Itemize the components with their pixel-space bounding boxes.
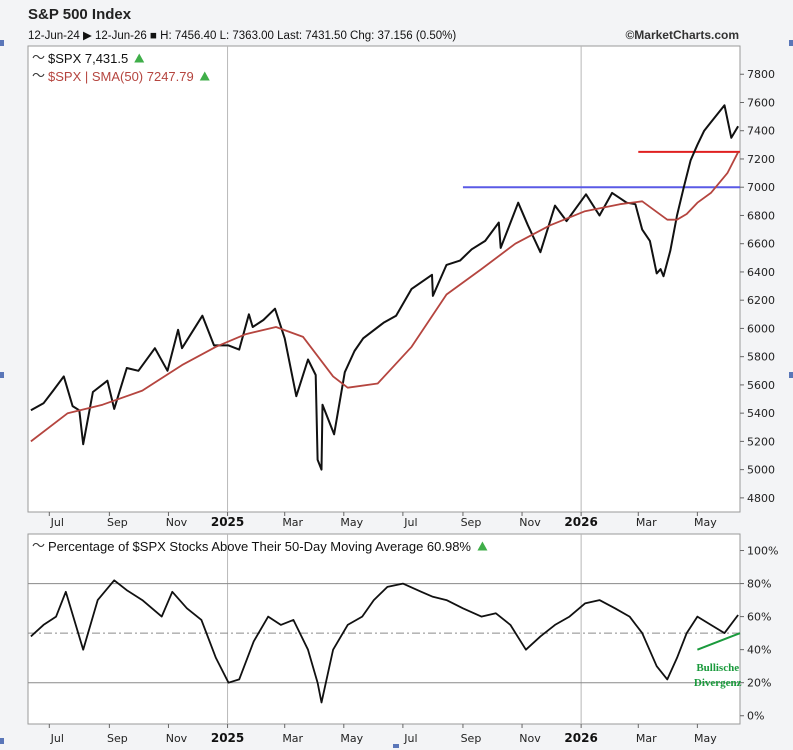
- y-tick-label: 5000: [747, 464, 775, 477]
- bullish-divergence-annotation: Bullische Divergenz: [694, 632, 742, 689]
- chart-title: S&P 500 Index: [28, 6, 132, 23]
- y-tick-label: 20%: [747, 677, 771, 690]
- legend-item-spx: $SPX 7,431.5: [48, 51, 128, 66]
- y-tick-label: 6200: [747, 294, 775, 307]
- x-tick-label: Sep: [461, 516, 482, 529]
- frame-handle: [789, 40, 793, 46]
- x-tick-label: May: [694, 732, 717, 745]
- price-panel-series: [30, 104, 739, 471]
- chart-mask: [236, 468, 254, 511]
- x-tick-label: Jul: [50, 516, 64, 529]
- x-tick-label: Sep: [107, 732, 128, 745]
- y-tick-label: 80%: [747, 578, 771, 591]
- x-tick-label: 2025: [211, 731, 244, 745]
- y-tick-label: 6600: [747, 238, 775, 251]
- price-panel: 4800 5000 5200 5400 5600 5800 6000 6200 6400 6600…: [27, 45, 775, 529]
- x-tick-label: Mar: [282, 732, 303, 745]
- legend-line-glyph: 〜: [32, 68, 45, 83]
- frame-handle: [0, 40, 4, 46]
- y-tick-label: 100%: [747, 545, 778, 558]
- breadth-panel: 0%20%40%60%80%100% Jul Sep Nov 2025 Mar May Ju…: [27, 533, 778, 745]
- y-tick-label: 40%: [747, 644, 771, 657]
- breadth-panel-y-axis: 0% 20% 40% 60% 80% 100%: [740, 545, 778, 723]
- divergence-trendline: [697, 632, 741, 651]
- y-tick-label: 6400: [747, 266, 775, 279]
- frame-handle: [0, 738, 4, 744]
- breadth-legend-line-glyph: 〜: [32, 538, 45, 553]
- x-tick-label: Jul: [403, 516, 417, 529]
- sma50-line: [30, 151, 739, 443]
- breadth-panel-gridlines: [28, 534, 740, 724]
- frame-handles: [0, 40, 793, 748]
- breadth-line: [30, 579, 739, 704]
- y-tick-label: 6000: [747, 322, 775, 335]
- y-tick-label: 5800: [747, 351, 775, 364]
- y-tick-label: 7000: [747, 181, 775, 194]
- x-tick-label: Nov: [519, 516, 541, 529]
- breadth-panel-series: [30, 579, 739, 704]
- y-tick-label: 7800: [747, 68, 775, 81]
- frame-handle: [789, 372, 793, 378]
- legend-line-glyph: 〜: [32, 50, 45, 65]
- price-panel-y-axis: 4800 5000 5200 5400 5600 5800 6000 6200 6400 6600…: [740, 68, 775, 505]
- breadth-panel-x-axis: Jul Sep Nov 2025 Mar May Jul Sep Nov 2026 Mar May: [48, 724, 717, 745]
- x-tick-label: May: [694, 516, 717, 529]
- x-tick-label: May: [340, 732, 363, 745]
- y-tick-label: 5400: [747, 407, 775, 420]
- x-tick-label: 2026: [564, 515, 597, 529]
- spx-price-line: [30, 104, 739, 471]
- y-tick-label: 7600: [747, 96, 775, 109]
- x-tick-label: May: [340, 516, 363, 529]
- y-tick-label: 6800: [747, 209, 775, 222]
- price-panel-reference-lines: [462, 150, 740, 189]
- x-tick-label: Nov: [166, 732, 188, 745]
- divergence-label: Divergenz: [694, 677, 742, 689]
- chart-stats-line: 12-Jun-24 ▶ 12-Jun-26 ■ H: 7456.40 L: 73…: [28, 30, 457, 42]
- divergence-label: Bullische: [696, 662, 739, 674]
- x-tick-label: Mar: [636, 732, 657, 745]
- frame-handle: [393, 744, 399, 748]
- y-tick-label: 0%: [747, 710, 764, 723]
- x-tick-label: Mar: [282, 516, 303, 529]
- y-tick-label: 7200: [747, 153, 775, 166]
- y-tick-label: 5600: [747, 379, 775, 392]
- legend-item-sma: $SPX | SMA(50) 7247.79: [48, 69, 194, 84]
- y-tick-label: 7400: [747, 125, 775, 138]
- x-tick-label: Nov: [519, 732, 541, 745]
- price-panel-year-gridlines: [227, 46, 582, 512]
- breadth-panel-background: [27, 533, 741, 725]
- x-tick-label: 2025: [211, 515, 244, 529]
- x-tick-label: Mar: [636, 516, 657, 529]
- y-tick-label: 4800: [747, 492, 775, 505]
- legend-sma-up-arrow-icon: [199, 71, 210, 81]
- frame-handle: [0, 372, 4, 378]
- price-panel-legend: 〜 $SPX 7,431.5 〜 $SPX | SMA(50) 7247.79: [32, 50, 210, 84]
- legend-spx-up-arrow-icon: [134, 53, 145, 63]
- y-tick-label: 60%: [747, 611, 771, 624]
- price-panel-background: [27, 45, 741, 513]
- x-tick-label: Sep: [107, 516, 128, 529]
- chart-credit: ©MarketCharts.com: [625, 28, 739, 42]
- x-tick-label: Jul: [50, 732, 64, 745]
- price-panel-x-axis: Jul Sep Nov 2025 Mar May Jul Sep Nov 2026 Mar May: [48, 512, 717, 529]
- breadth-up-arrow-icon: [477, 541, 488, 551]
- y-tick-label: 5200: [747, 435, 775, 448]
- x-tick-label: Nov: [166, 516, 188, 529]
- x-tick-label: Sep: [461, 732, 482, 745]
- x-tick-label: 2026: [564, 731, 597, 745]
- x-tick-label: Jul: [403, 732, 417, 745]
- breadth-panel-title: Percentage of $SPX Stocks Above Their 50…: [48, 539, 471, 554]
